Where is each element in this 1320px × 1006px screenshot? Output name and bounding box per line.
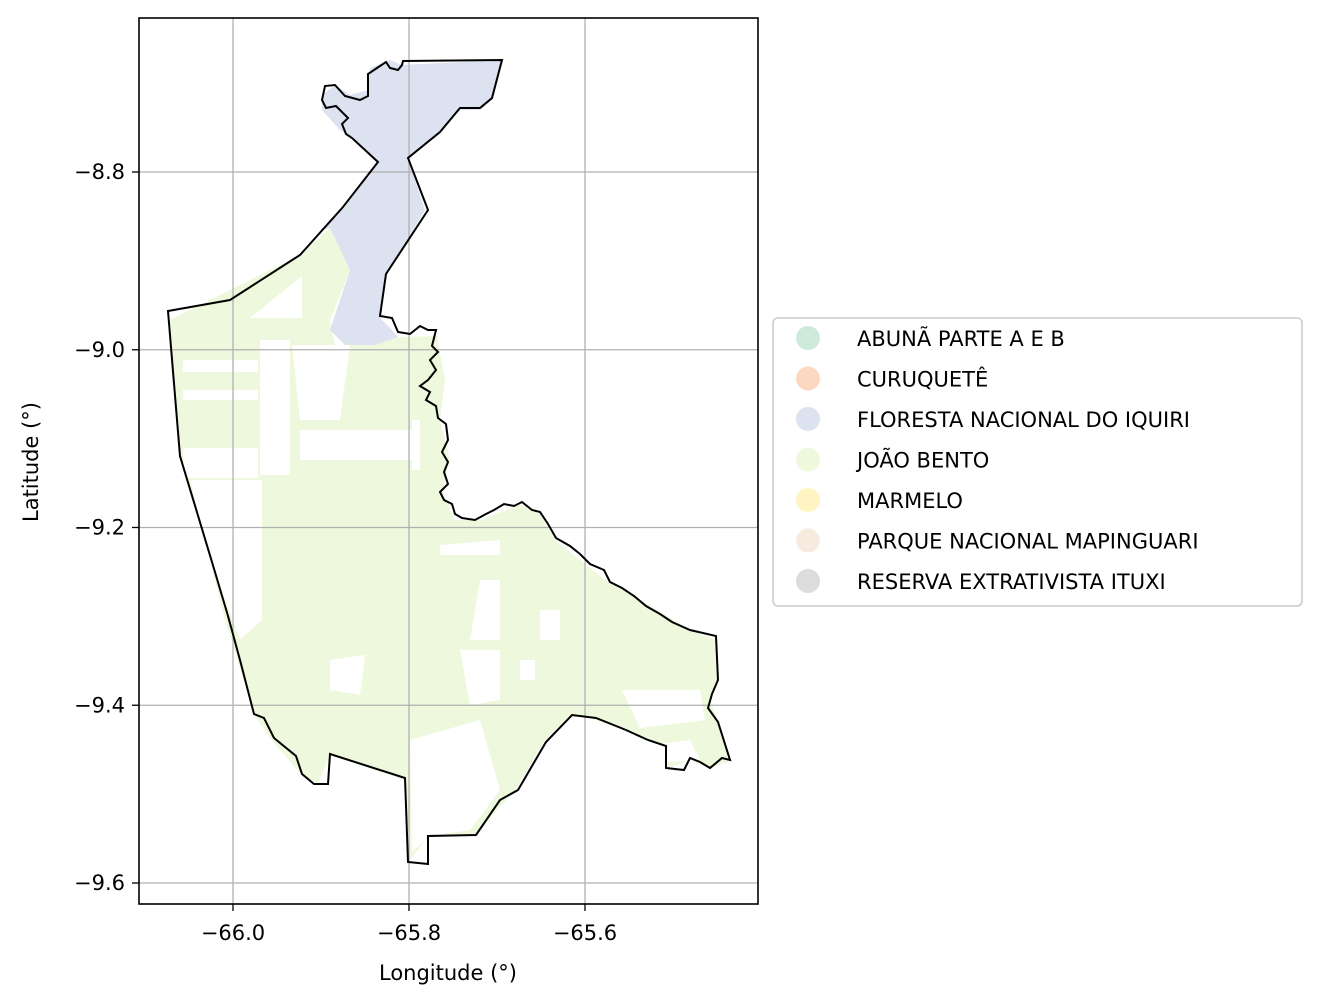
legend-swatch	[796, 447, 820, 472]
y-axis-label: Latitude (°)	[19, 402, 43, 522]
legend-item: MARMELO	[796, 488, 963, 513]
x-tick-label: −65.8	[377, 921, 441, 945]
legend-item: JOÃO BENTO	[796, 447, 989, 473]
legend-item: RESERVA EXTRATIVISTA ITUXI	[796, 569, 1166, 594]
legend-label: ABUNÃ PARTE A E B	[857, 325, 1065, 351]
legend-frame	[772, 317, 1303, 607]
legend-label: RESERVA EXTRATIVISTA ITUXI	[857, 570, 1166, 594]
legend-swatch	[796, 488, 820, 512]
legend-item: PARQUE NACIONAL MAPINGUARI	[796, 528, 1199, 554]
legend-label: PARQUE NACIONAL MAPINGUARI	[857, 530, 1199, 554]
legend-swatch	[796, 569, 820, 593]
map-regions	[170, 60, 728, 860]
legend-label: CURUQUETÊ	[857, 367, 988, 392]
y-tick-label: −9.4	[74, 693, 125, 717]
legend: ABUNÃ PARTE A E B CURUQUETÊ FLORESTA NACIO…	[772, 317, 1303, 607]
y-tick-label: −9.0	[74, 338, 125, 362]
legend-swatch	[796, 407, 820, 431]
x-axis-label: Longitude (°)	[379, 961, 517, 985]
legend-label: JOÃO BENTO	[855, 447, 989, 473]
legend-swatch	[796, 528, 820, 553]
legend-item: CURUQUETÊ	[796, 366, 988, 392]
municipality-boundary	[166, 58, 732, 866]
legend-item: FLORESTA NACIONAL DO IQUIRI	[796, 407, 1190, 432]
x-tick-label: −66.0	[201, 921, 265, 945]
axis-ticks: −66.0 −65.8 −65.6 −8.8 −9.0 −9.2 −9.4 −9.6	[74, 160, 617, 945]
region-floresta-iquiri	[320, 60, 502, 345]
legend-item: ABUNÃ PARTE A E B	[796, 325, 1065, 351]
y-tick-label: −8.8	[74, 160, 125, 184]
legend-label: MARMELO	[857, 489, 963, 513]
y-tick-label: −9.6	[74, 871, 125, 895]
legend-swatch	[796, 366, 820, 391]
grid-lines	[139, 18, 758, 904]
y-tick-label: −9.2	[74, 516, 125, 540]
x-tick-label: −65.6	[553, 921, 617, 945]
axes-frame	[138, 17, 759, 905]
legend-swatch	[796, 326, 820, 350]
legend-label: FLORESTA NACIONAL DO IQUIRI	[857, 408, 1190, 432]
boundary-outline	[166, 58, 732, 866]
